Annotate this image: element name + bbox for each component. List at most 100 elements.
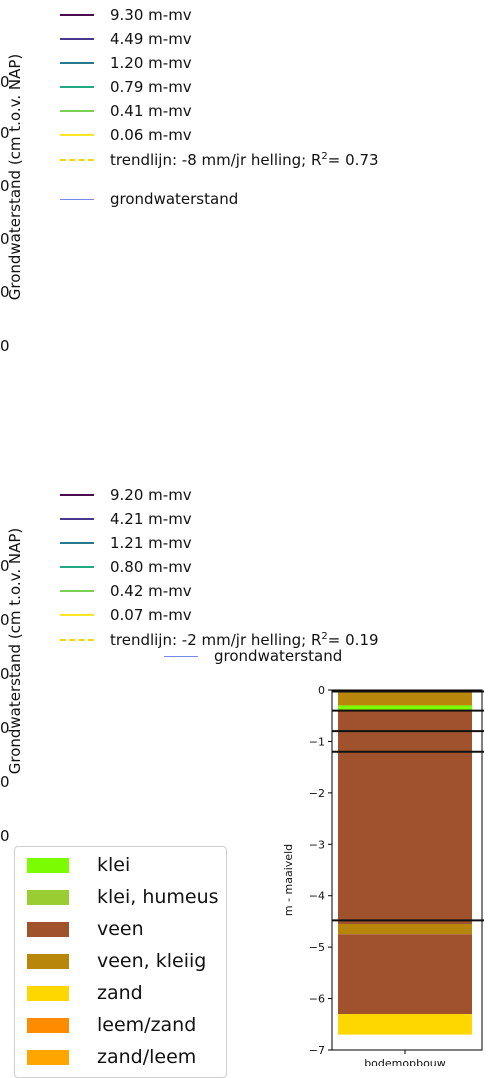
legend-line-swatch — [60, 639, 94, 641]
soil-legend-item: veen, kleiig — [27, 947, 206, 975]
legend-label: 1.20 m-mv — [110, 54, 192, 72]
ytick-label: 0 — [0, 230, 10, 248]
legend-line-swatch — [60, 14, 94, 16]
ytick-label: 0 — [0, 557, 10, 575]
soil-legend-item: leem/zand — [27, 1011, 196, 1039]
ytick-label: 0 — [0, 337, 10, 355]
ytick-label: 0 — [0, 719, 10, 737]
ytick-label: −5 — [309, 941, 325, 954]
legend-line-swatch — [60, 159, 94, 161]
ytick-label: −1 — [309, 735, 325, 748]
soil-legend-item: klei — [27, 851, 130, 879]
legend-item: 9.20 m-mv — [60, 484, 192, 506]
legend-item: 0.80 m-mv — [60, 556, 192, 578]
legend-line-swatch — [60, 110, 94, 112]
ytick-label: −7 — [309, 1044, 325, 1057]
legend-label: 0.06 m-mv — [110, 126, 192, 144]
legend-line-swatch — [60, 542, 94, 544]
soil-legend-label: klei — [97, 854, 131, 876]
legend-item: 0.06 m-mv — [60, 124, 192, 146]
legend-label: 0.07 m-mv — [110, 606, 192, 624]
soil-color-swatch — [27, 1017, 69, 1033]
ytick-label: 0 — [0, 665, 10, 683]
legend-label: grondwaterstand — [214, 647, 343, 665]
ytick-label: −2 — [309, 787, 325, 800]
soil-x-axis-label: bodemopbouw — [364, 1057, 446, 1066]
legend-line-swatch — [60, 62, 94, 64]
legend-label: 9.20 m-mv — [110, 486, 192, 504]
legend-label: grondwaterstand — [110, 190, 239, 208]
legend-label: trendlijn: -2 mm/jr helling; R2= 0.19 — [110, 631, 379, 649]
legend-line-swatch — [60, 198, 94, 200]
ytick-label: 0 — [0, 283, 10, 301]
legend-line-swatch — [60, 134, 94, 136]
legend-line-swatch — [60, 566, 94, 568]
soil-color-swatch — [27, 1049, 69, 1065]
ytick-label: −6 — [309, 993, 325, 1006]
soil-legend-item: klei, humeus — [27, 883, 219, 911]
soil-color-swatch — [27, 857, 69, 873]
legend-item: 0.79 m-mv — [60, 76, 192, 98]
soil-color-swatch — [27, 985, 69, 1001]
legend-item: grondwaterstand — [164, 645, 342, 667]
soil-layer-bar — [338, 690, 472, 706]
soil-layer-bar — [338, 924, 472, 935]
legend-label: 0.79 m-mv — [110, 78, 192, 96]
legend-label: 0.41 m-mv — [110, 102, 192, 120]
soil-layer-bar — [338, 709, 472, 924]
legend-item: grondwaterstand — [60, 188, 238, 210]
legend-line-swatch — [60, 590, 94, 592]
ytick-label: 0 — [318, 684, 325, 697]
legend-label: 4.21 m-mv — [110, 510, 192, 528]
ytick-label: −4 — [309, 890, 325, 903]
legend-item: trendlijn: -2 mm/jr helling; R2= 0.19 — [60, 629, 379, 651]
soil-legend-item: zand — [27, 979, 143, 1007]
legend-label: 4.49 m-mv — [110, 30, 192, 48]
legend-item: 9.30 m-mv — [60, 4, 192, 26]
legend-line-swatch — [60, 38, 94, 40]
ytick-label: 0 — [0, 124, 10, 142]
legend-label: trendlijn: -8 mm/jr helling; R2= 0.73 — [110, 151, 379, 169]
ytick-label: 0 — [0, 73, 10, 91]
soil-color-swatch — [27, 953, 69, 969]
soil-legend-item: zand/leem — [27, 1043, 196, 1071]
legend-line-swatch — [60, 614, 94, 616]
legend-label: 1.21 m-mv — [110, 534, 192, 552]
soil-layer-bar — [338, 1014, 472, 1035]
soil-legend-label: zand/leem — [97, 1046, 197, 1068]
legend-item: trendlijn: -8 mm/jr helling; R2= 0.73 — [60, 149, 379, 171]
legend-label: 9.30 m-mv — [110, 6, 192, 24]
legend-line-swatch — [60, 494, 94, 496]
soil-legend-label: zand — [97, 982, 143, 1004]
soil-y-axis-label: m - maaiveld — [282, 844, 295, 916]
legend-item: 0.42 m-mv — [60, 580, 192, 602]
soil-legend-label: leem/zand — [97, 1014, 197, 1036]
legend-line-swatch — [164, 655, 198, 657]
soil-legend-item: veen — [27, 915, 144, 943]
soil-color-swatch — [27, 889, 69, 905]
soil-layer-bar — [338, 934, 472, 1014]
ytick-label: −3 — [309, 838, 325, 851]
ytick-label: 0 — [0, 177, 10, 195]
ytick-label: 0 — [0, 611, 10, 629]
soil-legend-label: veen — [97, 918, 144, 940]
ytick-label: 0 — [0, 827, 10, 845]
ytick-label: 0 — [0, 773, 10, 791]
legend-label: 0.42 m-mv — [110, 582, 192, 600]
soil-layer-bar — [338, 705, 472, 710]
legend-line-swatch — [60, 518, 94, 520]
soil-legend-label: veen, kleiig — [97, 950, 207, 972]
legend-item: 0.07 m-mv — [60, 604, 192, 626]
legend-item: 1.20 m-mv — [60, 52, 192, 74]
legend-label: 0.80 m-mv — [110, 558, 192, 576]
legend-item: 1.21 m-mv — [60, 532, 192, 554]
soil-color-swatch — [27, 921, 69, 937]
soil-legend: klei klei, humeus veen veen, kleiig zand leem… — [14, 846, 227, 1078]
soil-legend-label: klei, humeus — [97, 886, 219, 908]
legend-line-swatch — [60, 86, 94, 88]
soil-axes-frame — [331, 689, 483, 1051]
legend-item: 0.41 m-mv — [60, 100, 192, 122]
legend-item: 4.21 m-mv — [60, 508, 192, 530]
legend-item: 4.49 m-mv — [60, 28, 192, 50]
